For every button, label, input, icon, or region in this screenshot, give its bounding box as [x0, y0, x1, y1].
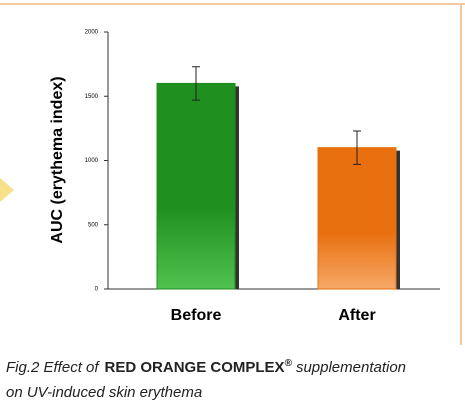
caption-sup: ® [284, 358, 292, 369]
y-tick-label: 1000 [85, 158, 99, 164]
y-tick-label: 1500 [85, 94, 99, 100]
caption-line-1: Fig.2 Effect of RED ORANGE COMPLEX® supple… [6, 358, 406, 376]
bar [156, 82, 236, 290]
y-tick-label: 0 [95, 287, 99, 293]
caption-line-2: on UV-induced skin erythema [6, 384, 203, 401]
pointer [0, 178, 14, 202]
bar [317, 147, 397, 290]
frame [0, 3, 465, 345]
caption-text: Fig.2 Effect of [6, 359, 99, 376]
error-bar [353, 130, 361, 165]
y-tick-label: 500 [88, 222, 99, 228]
x-tick-label: Before [171, 307, 222, 324]
error-bar [192, 66, 200, 101]
x-tick-label: After [338, 307, 375, 324]
caption-text: supplementation [295, 359, 407, 376]
caption-bold: RED ORANGE COMPLEX [104, 359, 285, 376]
y-axis-label: AUC (erythema index) [49, 76, 66, 243]
y-tick-label: 2000 [85, 30, 99, 36]
